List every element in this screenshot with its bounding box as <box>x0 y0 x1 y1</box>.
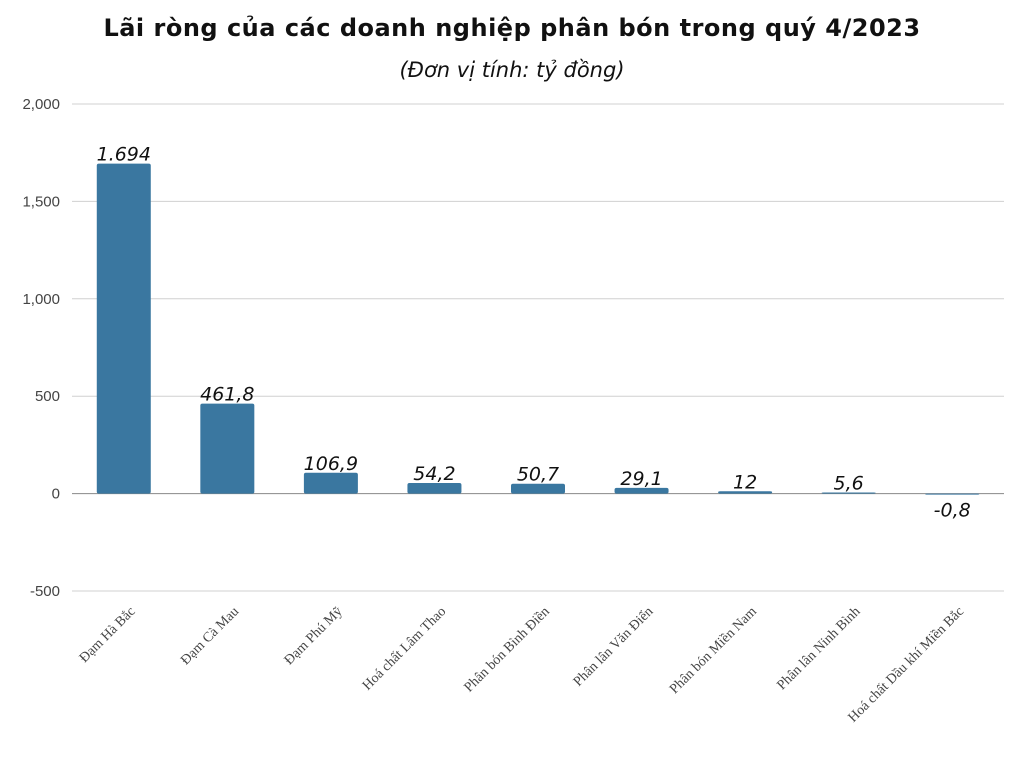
x-axis: Đạm Hà Bắc Đạm Cà Mau Đạm Phú Mỹ Hoá chất L… <box>77 604 967 725</box>
x-tick-label: Hoá chất Lâm Thao <box>360 604 449 693</box>
bar <box>718 491 773 494</box>
x-tick-label: Phân lân Ninh Bình <box>775 604 864 693</box>
data-label: 106,9 <box>304 453 358 475</box>
bar <box>511 483 565 494</box>
bar <box>303 472 358 494</box>
chart-title: Lãi ròng của các doanh nghiệp phân bón t… <box>103 14 921 42</box>
gridlines <box>72 103 1004 592</box>
data-label: 54,2 <box>413 463 455 485</box>
bar <box>821 492 876 494</box>
x-tick-label: Hoá chất Dầu khí Miền Bắc <box>846 604 967 725</box>
y-tick-label: 500 <box>35 388 60 405</box>
y-tick-label: 1,500 <box>22 193 60 210</box>
chart-subtitle: (Đơn vị tính: tỷ đồng) <box>399 58 625 82</box>
y-tick-label: -500 <box>30 583 60 600</box>
bar <box>407 483 462 494</box>
y-tick-label: 1,000 <box>22 291 60 308</box>
y-tick-label: 2,000 <box>22 96 60 113</box>
x-tick-label: Đạm Cà Mau <box>178 604 242 668</box>
x-tick-label: Phân lân Văn Điển <box>571 604 656 689</box>
bar <box>925 493 980 495</box>
data-label: 50,7 <box>517 464 559 486</box>
data-label: 1.694 <box>97 144 151 166</box>
bar <box>96 163 151 494</box>
x-tick-label: Phân bón Bình Điền <box>462 604 553 695</box>
bar <box>614 487 669 494</box>
bar <box>200 403 255 494</box>
bars <box>96 163 980 495</box>
x-tick-label: Đạm Phú Mỹ <box>282 604 346 668</box>
data-labels: 1.694 461,8 106,9 54,2 50,7 29,1 12 5,6 -0,8 <box>97 144 971 522</box>
data-label: 29,1 <box>620 468 662 490</box>
x-tick-label: Phân bón Miền Nam <box>667 604 760 697</box>
y-axis: -500 0 500 1,000 1,500 2,000 <box>22 96 60 600</box>
y-tick-label: 0 <box>52 486 60 503</box>
data-label: 5,6 <box>834 473 864 495</box>
data-label: 12 <box>733 471 757 493</box>
data-label: 461,8 <box>200 384 254 406</box>
data-label: -0,8 <box>934 500 971 522</box>
x-tick-label: Đạm Hà Bắc <box>77 604 139 666</box>
